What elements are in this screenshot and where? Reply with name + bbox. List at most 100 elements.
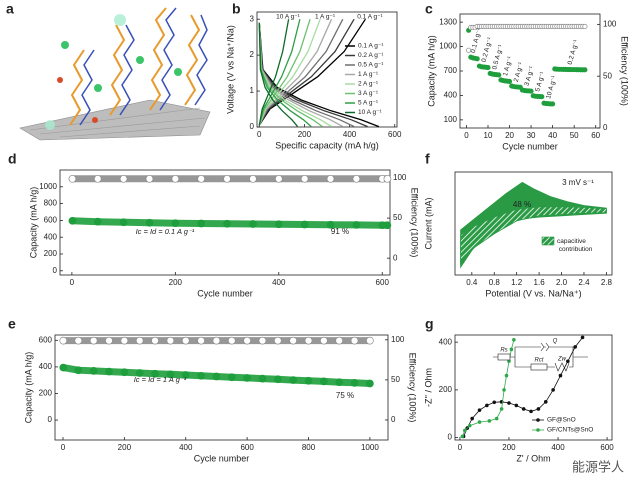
data-point	[197, 174, 206, 183]
data-point	[494, 416, 499, 421]
x-tick-label: 2.0	[556, 278, 568, 287]
y-tick-label: 800	[44, 199, 58, 208]
legend-label: 0.2 A g⁻¹	[358, 52, 384, 59]
data-point	[477, 420, 482, 424]
data-point	[383, 174, 392, 183]
data-point	[502, 388, 506, 392]
x-tick-label: 600	[240, 443, 254, 452]
data-point	[119, 218, 128, 227]
y2-tick-label: 50	[603, 71, 612, 80]
data-point	[350, 378, 359, 387]
y-tick-label: 0	[53, 266, 58, 275]
annotation: 10 A g⁻¹	[276, 14, 301, 21]
y2-axis-label: Efficiency (100%)	[408, 353, 418, 423]
x-tick-label: 30	[527, 131, 536, 140]
data-point	[119, 174, 128, 183]
y-tick-label: 3	[250, 14, 255, 23]
circuit-label: Rct	[535, 358, 544, 364]
panel-label: a	[6, 1, 14, 17]
data-point	[506, 78, 513, 84]
legend-label: GF@SnO	[547, 417, 576, 424]
data-point	[352, 221, 361, 229]
data-point	[487, 419, 492, 423]
x-tick-label: 600	[600, 443, 614, 452]
data-point	[582, 23, 588, 29]
y-axis-label: Capacity (mA h/g)	[426, 35, 436, 107]
legend-label: 0.1 A g⁻¹	[358, 43, 384, 50]
x-tick-label: 200	[298, 130, 312, 139]
illustration	[19, 7, 211, 141]
rate-label: 0.2 A g⁻¹	[567, 38, 581, 65]
data-point	[68, 216, 77, 225]
y2-tick-label: 0	[391, 415, 396, 424]
circuit-label: Q	[553, 339, 558, 345]
panel-label: c	[425, 1, 433, 17]
data-point	[492, 400, 497, 405]
data-point	[463, 428, 467, 433]
y-tick-label: 400	[39, 362, 53, 371]
data-point	[135, 336, 144, 345]
data-point	[274, 174, 283, 183]
data-point	[485, 403, 489, 408]
circuit-cpe	[540, 342, 550, 352]
data-point	[466, 47, 472, 53]
data-point	[274, 220, 283, 229]
data-point	[366, 379, 374, 388]
y2-tick-label: 50	[393, 213, 402, 222]
x-tick-label: 40	[548, 131, 557, 140]
x-tick-label: 400	[551, 443, 565, 452]
data-point	[145, 218, 154, 227]
circuit-label: Zw	[557, 357, 567, 363]
y2-axis-label: Efficiency (100%)	[410, 188, 420, 258]
data-point	[243, 336, 251, 345]
circuit-resistor	[530, 363, 548, 371]
y-tick-label: 0	[448, 433, 453, 442]
series-line	[463, 337, 583, 437]
data-point	[212, 372, 221, 381]
y-tick-label: 0	[48, 415, 53, 424]
panel-label: e	[8, 316, 16, 332]
x-tick-label: 60	[591, 131, 600, 140]
rate-label: 0.5 A g⁻¹	[491, 43, 505, 70]
data-point	[529, 409, 533, 414]
data-point	[366, 336, 374, 345]
y-tick-label: 1300	[439, 17, 457, 26]
rate-label: 0.2 A g⁻¹	[481, 36, 495, 63]
data-point	[249, 220, 257, 228]
series-area	[460, 206, 607, 265]
x-tick-label: 0.8	[489, 278, 501, 287]
data-point	[89, 367, 98, 375]
x-axis-label: Z' / Ohm	[516, 453, 550, 463]
data-point	[181, 371, 190, 379]
data-point	[197, 371, 205, 380]
data-point	[151, 369, 159, 378]
data-point	[258, 336, 267, 345]
data-point	[474, 56, 480, 62]
data-point	[496, 72, 502, 78]
series-line	[258, 19, 299, 128]
x-tick-label: 0.4	[466, 278, 478, 287]
x-tick-label: 0	[61, 443, 66, 452]
data-point	[171, 219, 180, 228]
circuit-label: Rs	[500, 348, 507, 354]
data-point	[536, 407, 541, 411]
panel-label: b	[232, 1, 241, 17]
data-point	[335, 378, 344, 387]
data-point	[477, 408, 482, 412]
data-point	[539, 94, 545, 100]
rate-label: 5 A g⁻¹	[534, 70, 546, 92]
y-tick-label: 400	[439, 337, 453, 346]
rate-label: 10 A g⁻¹	[545, 74, 558, 99]
data-point	[249, 174, 257, 183]
x-tick-label: 20	[505, 131, 514, 140]
series-band	[68, 217, 391, 229]
legend-label: GF/CNTs@SnO	[547, 427, 593, 434]
data-point	[550, 101, 556, 107]
x-tick-label: 0	[464, 131, 469, 140]
data-point	[135, 369, 144, 377]
x-tick-label: 600	[388, 130, 402, 139]
data-point	[485, 65, 491, 71]
data-point	[181, 336, 190, 345]
legend-label: 5 A g⁻¹	[358, 100, 379, 107]
data-point	[566, 359, 570, 364]
